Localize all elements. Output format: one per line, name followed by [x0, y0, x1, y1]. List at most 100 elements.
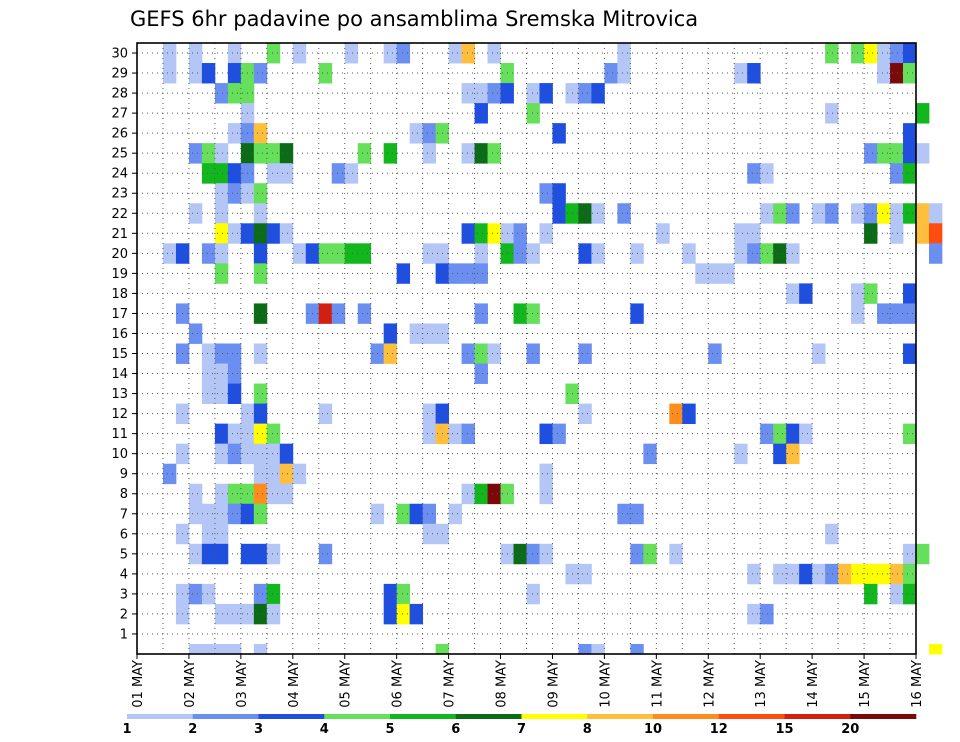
- x-tick-label: 03 MAY: [235, 660, 250, 708]
- heatmap-cell: [747, 63, 761, 84]
- y-tick-label: 19: [111, 267, 128, 282]
- heatmap-cell: [513, 543, 527, 565]
- heatmap-cell: [877, 43, 891, 64]
- x-tick-label: 01 MAY: [131, 660, 146, 708]
- heatmap-cell: [928, 243, 943, 264]
- heatmap-cell: [578, 343, 592, 364]
- heatmap-cell: [253, 243, 268, 264]
- heatmap-cell: [227, 183, 242, 204]
- heatmap-cell: [253, 303, 268, 324]
- heatmap-cell: [201, 583, 216, 605]
- heatmap-cell: [825, 43, 839, 64]
- heatmap-cell: [916, 223, 930, 244]
- heatmap-cell: [162, 243, 177, 264]
- y-tick-label: 30: [111, 47, 128, 62]
- chart-gridlines: [137, 43, 916, 654]
- heatmap-cell: [214, 143, 229, 164]
- y-tick-label: 9: [120, 467, 128, 482]
- y-tick-label: 21: [111, 227, 128, 242]
- y-tick-label: 1: [120, 627, 128, 642]
- colorbar-label: 6: [451, 722, 460, 737]
- heatmap-cell: [266, 463, 281, 485]
- heatmap-cell: [188, 643, 203, 655]
- heatmap-cell: [695, 263, 709, 284]
- y-tick-label: 20: [111, 247, 128, 262]
- heatmap-cell: [903, 423, 917, 445]
- heatmap-cell: [266, 143, 281, 164]
- heatmap-cell: [825, 563, 839, 585]
- heatmap-cell: [357, 243, 372, 264]
- heatmap-cell: [591, 203, 605, 224]
- heatmap-cell: [422, 403, 437, 425]
- heatmap-cell: [383, 583, 398, 605]
- y-tick-label: 14: [111, 367, 128, 382]
- heatmap-cell: [682, 403, 696, 425]
- heatmap-cell: [812, 203, 826, 224]
- x-tick-label: 04 MAY: [287, 660, 302, 708]
- heatmap-cell: [578, 403, 592, 425]
- heatmap-cell: [409, 323, 424, 344]
- heatmap-cell: [461, 223, 475, 244]
- heatmap-cell: [916, 203, 930, 224]
- heatmap-cell: [890, 163, 904, 184]
- heatmap-cell: [487, 223, 501, 244]
- heatmap-cell: [214, 383, 229, 404]
- heatmap-cell: [279, 223, 294, 244]
- heatmap-cell: [253, 643, 268, 655]
- heatmap-cell: [227, 43, 242, 64]
- y-tick-label: 11: [111, 427, 128, 442]
- x-tick-label: 02 MAY: [183, 660, 198, 708]
- colorbar-swatch: [587, 714, 654, 719]
- heatmap-cell: [396, 503, 411, 525]
- heatmap-cell: [253, 343, 268, 364]
- heatmap-cell: [747, 603, 761, 625]
- heatmap-cell: [253, 503, 268, 525]
- heatmap-cell: [890, 223, 904, 244]
- y-tick-label: 7: [120, 507, 128, 522]
- heatmap-cell: [760, 603, 774, 625]
- heatmap-cell: [344, 43, 359, 64]
- heatmap-cell: [864, 583, 878, 605]
- heatmap-cell: [604, 63, 618, 84]
- heatmap-cell: [201, 243, 216, 264]
- heatmap-cell: [474, 363, 488, 384]
- heatmap-cell: [669, 403, 683, 425]
- heatmap-cell: [279, 163, 294, 184]
- heatmap-cell: [188, 203, 203, 224]
- heatmap-cell: [201, 363, 216, 384]
- heatmap-cell: [331, 303, 346, 324]
- heatmap-cell: [201, 523, 216, 545]
- y-tick-label: 4: [120, 567, 128, 582]
- x-tick-label: 14 MAY: [806, 660, 821, 708]
- heatmap-cell: [214, 243, 229, 264]
- heatmap-cell: [266, 483, 281, 505]
- heatmap-cell: [201, 163, 216, 184]
- heatmap-cell: [760, 243, 774, 264]
- heatmap-cell: [188, 63, 203, 84]
- heatmap-cell: [487, 43, 501, 64]
- heatmap-cell: [227, 343, 242, 364]
- heatmap-cell: [526, 543, 540, 565]
- heatmap-cell: [461, 263, 475, 284]
- y-tick-label: 23: [111, 187, 128, 202]
- heatmap-cell: [747, 563, 761, 585]
- colorbar-swatch: [718, 714, 785, 719]
- heatmap-cell: [253, 403, 268, 425]
- heatmap-cell: [214, 543, 229, 565]
- heatmap-cell: [279, 483, 294, 505]
- heatmap-cell: [578, 203, 592, 224]
- x-tick-label: 13 MAY: [754, 660, 769, 708]
- heatmap-cell: [903, 563, 917, 585]
- heatmap-cell: [214, 423, 229, 445]
- heatmap-cell: [526, 243, 540, 264]
- heatmap-cell: [760, 163, 774, 184]
- heatmap-cell: [539, 223, 553, 244]
- heatmap-cell: [812, 343, 826, 364]
- heatmap-cell: [903, 123, 917, 144]
- heatmap-cell: [253, 463, 268, 485]
- heatmap-cell: [318, 243, 333, 264]
- y-tick-label: 2: [120, 607, 128, 622]
- heatmap-cell: [227, 603, 242, 625]
- heatmap-cell: [552, 123, 566, 144]
